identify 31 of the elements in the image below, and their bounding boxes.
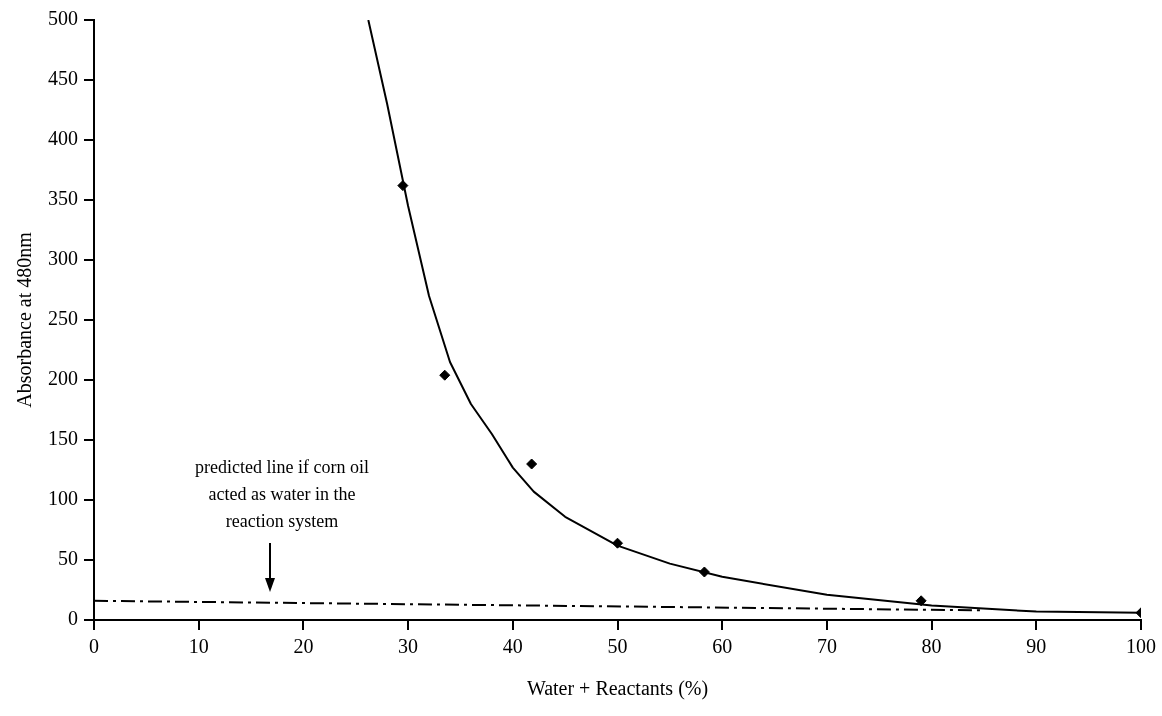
x-tick-label: 20 [293,635,314,658]
y-tick-label: 150 [48,427,78,450]
x-tick-label: 0 [89,635,99,658]
y-tick-label: 0 [68,607,78,630]
point [397,180,409,192]
y-tick-label: 50 [58,547,78,570]
point [526,458,538,470]
y-axis-title: Absorbance at 480nm [13,231,36,408]
x-tick-label: 40 [502,635,523,658]
y-tick-label: 250 [48,307,78,330]
x-tick-label: 80 [921,635,942,658]
y-tick-label: 400 [48,127,78,150]
annotation: predicted line if corn oil acted as water in the reaction system [195,457,369,531]
x-tick-label: 50 [607,635,628,658]
y-tick-label: 450 [48,67,78,90]
x-tick-label: 60 [712,635,733,658]
y-tick-label: 200 [48,367,78,390]
point [439,369,451,381]
x-tick-label: 90 [1026,635,1047,658]
x-tick-label: 10 [188,635,209,658]
x-tick-label: 30 [398,635,419,658]
point [698,566,710,578]
y-tick-label: 500 [48,7,78,30]
x-tick-label: 70 [816,635,837,658]
y-tick-label: 350 [48,187,78,210]
y-tick-label: 100 [48,487,78,510]
y-tick-label: 300 [48,247,78,270]
point [612,537,623,549]
x-tick-label: 100 [1126,635,1156,658]
point [915,595,927,607]
x-axis-title: Water + Reactants (%) [526,677,709,701]
